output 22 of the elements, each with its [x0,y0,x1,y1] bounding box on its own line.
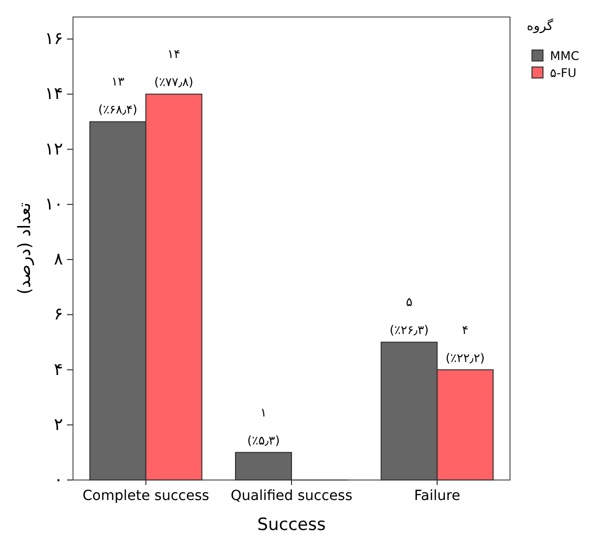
y-axis-title: تعداد (درصد) [15,202,35,294]
legend-title: گروه [526,18,554,34]
legend-label: ۵-FU [550,66,576,80]
x-axis-title: Success [257,515,326,535]
data-label: ۱۳ (٪۶۸٫۴) [98,74,138,117]
x-tick-label: Failure [414,488,460,504]
legend-label: MMC [550,49,580,63]
y-tick-label: ۴ [54,360,63,380]
y-tick-label: ۱۴ [44,84,63,104]
data-label: ۵ (٪۲۶٫۳) [390,295,429,338]
y-tick-label: ۸ [54,250,63,270]
data-label: ۱ (٪۵٫۳) [247,405,280,448]
data-label: ۴ (٪۲۲٫۲) [446,322,485,365]
y-tick-label: ۰ [54,470,63,490]
x-tick-label: Complete success [82,488,210,504]
y-tick-label: ۱۲ [44,139,63,160]
x-tick-label: Qualified success [230,488,352,504]
y-tick-label: ۱۰ [44,194,63,214]
data-label: ۱۴ (٪۷۷٫۸) [154,47,194,90]
y-tick-label: ۱۶ [44,29,63,50]
y-tick-label: ۶ [54,304,63,325]
y-tick-label: ۲ [54,414,63,435]
